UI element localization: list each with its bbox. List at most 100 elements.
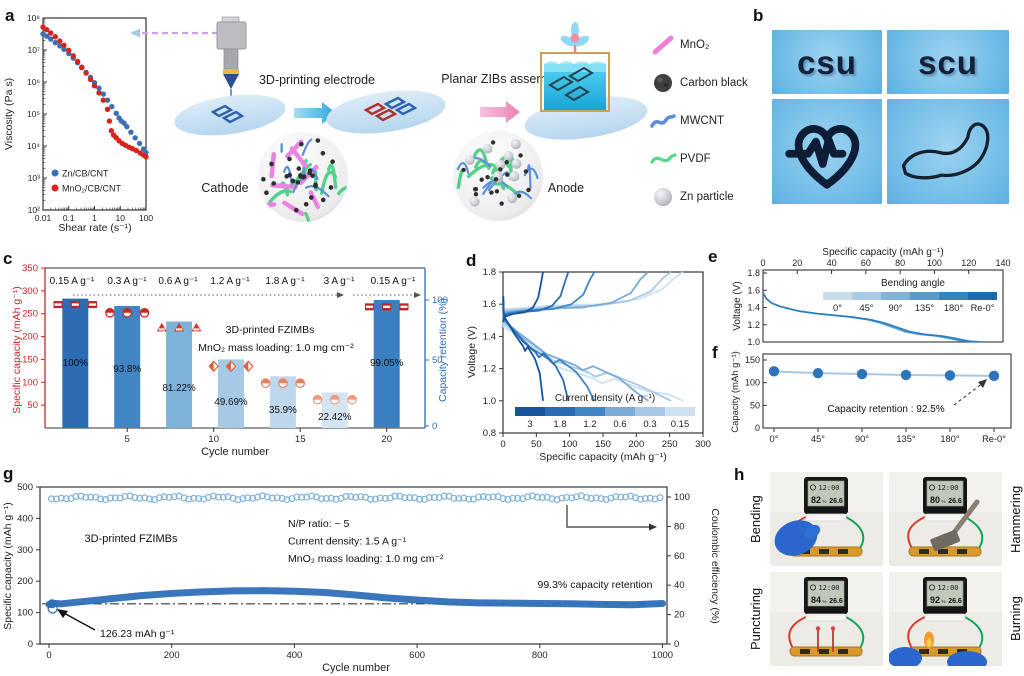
svg-text:Capacity retention : 92.5%: Capacity retention : 92.5% bbox=[827, 404, 944, 415]
anode-network bbox=[456, 139, 539, 207]
svg-text:80: 80 bbox=[674, 521, 685, 532]
pvdf-curve-icon bbox=[650, 153, 677, 164]
cathode-network bbox=[258, 138, 348, 222]
svg-text:135°: 135° bbox=[915, 303, 935, 313]
svg-text:126.23 mAh g⁻¹: 126.23 mAh g⁻¹ bbox=[100, 628, 175, 640]
svg-text:10³: 10³ bbox=[28, 173, 40, 183]
profile-0.15 bbox=[502, 271, 684, 402]
zib-cell-assembly bbox=[524, 22, 648, 140]
abuse-test-grid: 12:00 82% 26.6 12:00 80% 26.6 12:00 84% 26.6 1… bbox=[770, 472, 1006, 666]
svg-text:84: 84 bbox=[811, 595, 821, 605]
svg-text:50: 50 bbox=[531, 439, 542, 450]
profile-3 bbox=[502, 271, 544, 401]
printed-substrate-2 bbox=[326, 90, 446, 134]
svg-text:3D-printed FZIMBs: 3D-printed FZIMBs bbox=[85, 533, 178, 545]
legend-label: MWCNT bbox=[680, 115, 725, 127]
photo-burning: 12:00 92% 26.6 bbox=[889, 572, 1002, 666]
svg-text:Capacity (mAh g⁻¹): Capacity (mAh g⁻¹) bbox=[730, 351, 741, 433]
svg-text:140: 140 bbox=[995, 258, 1010, 268]
svg-text:1.6: 1.6 bbox=[747, 285, 760, 295]
svg-text:400: 400 bbox=[286, 650, 302, 661]
carbon-black-sphere-icon bbox=[654, 74, 672, 92]
svg-text:60: 60 bbox=[861, 258, 871, 268]
svg-text:10⁵: 10⁵ bbox=[27, 109, 40, 119]
svg-text:100: 100 bbox=[139, 213, 153, 223]
svg-text:10²: 10² bbox=[28, 205, 40, 215]
thermo-hygrometer: 12:00 84% 26.6 bbox=[804, 577, 848, 622]
svg-text:1.4: 1.4 bbox=[747, 303, 760, 313]
svg-text:1.2: 1.2 bbox=[483, 364, 496, 375]
panel-a-letter: a bbox=[5, 6, 15, 25]
profile-0.6 bbox=[502, 271, 649, 402]
cycling-stability-chart: 0 200 400 600 800 100001002003004005000204060… bbox=[2, 482, 721, 674]
svg-text:150: 150 bbox=[745, 355, 760, 365]
legend-label: Zn particle bbox=[680, 191, 734, 203]
printed-patterns-grid: csu scu bbox=[772, 30, 1012, 205]
svg-text:12:00: 12:00 bbox=[818, 484, 839, 492]
svg-text:99.3% capacity retention: 99.3% capacity retention bbox=[538, 579, 653, 591]
pattern-photo-heart bbox=[772, 99, 882, 204]
svg-text:MnO₂/CB/CNT: MnO₂/CB/CNT bbox=[62, 184, 121, 194]
svg-text:Current density: 1.5 A g⁻¹: Current density: 1.5 A g⁻¹ bbox=[288, 536, 407, 548]
profile-0.3 bbox=[502, 271, 672, 402]
svg-text:Current density (A g⁻¹): Current density (A g⁻¹) bbox=[555, 393, 655, 404]
svg-text:22.42%: 22.42% bbox=[318, 412, 352, 423]
legend-item-pvdf: PVDF bbox=[648, 140, 780, 178]
step-arrow-pink bbox=[480, 101, 520, 123]
svg-text:10: 10 bbox=[208, 434, 219, 445]
svg-text:100: 100 bbox=[927, 258, 942, 268]
svg-text:45°: 45° bbox=[859, 303, 873, 313]
svg-text:80: 80 bbox=[930, 495, 940, 505]
arm-icon bbox=[901, 121, 990, 179]
svg-text:150: 150 bbox=[595, 439, 611, 450]
panel-h-letter: h bbox=[734, 465, 745, 484]
svg-text:1.2: 1.2 bbox=[583, 419, 596, 430]
svg-text:1.6: 1.6 bbox=[483, 299, 496, 310]
svg-text:82: 82 bbox=[811, 495, 821, 505]
coulombic-efficiency-series bbox=[47, 492, 664, 504]
svg-text:300: 300 bbox=[17, 545, 33, 556]
svg-text:180°: 180° bbox=[940, 434, 960, 444]
svg-text:MnO₂ mass loading: 1.0 mg cm⁻²: MnO₂ mass loading: 1.0 mg cm⁻² bbox=[198, 342, 354, 354]
svg-text:50: 50 bbox=[432, 355, 443, 366]
svg-text:12:00: 12:00 bbox=[937, 484, 958, 492]
svg-text:50: 50 bbox=[27, 400, 38, 411]
burning-label: Burning bbox=[1008, 596, 1023, 642]
scu-print: scu bbox=[918, 43, 978, 81]
pattern-photo-arm bbox=[887, 99, 1009, 204]
svg-text:92: 92 bbox=[930, 595, 940, 605]
svg-text:200: 200 bbox=[164, 650, 180, 661]
svg-text:26.6: 26.6 bbox=[948, 598, 962, 605]
svg-text:%: % bbox=[823, 499, 827, 504]
svg-text:0: 0 bbox=[760, 258, 765, 268]
svg-text:0.8: 0.8 bbox=[483, 428, 496, 439]
thermo-hygrometer: 12:00 80% 26.6 bbox=[923, 477, 967, 522]
capacity-series bbox=[45, 587, 666, 614]
svg-text:120: 120 bbox=[961, 258, 976, 268]
svg-text:150: 150 bbox=[22, 354, 38, 365]
legend: Zn/CB/CNT MnO₂/CB/CNT bbox=[51, 169, 121, 194]
svg-text:250: 250 bbox=[662, 439, 678, 450]
pattern-photo-csu: csu bbox=[772, 30, 882, 94]
svg-text:1.4: 1.4 bbox=[483, 331, 496, 342]
svg-text:200: 200 bbox=[22, 332, 38, 343]
svg-text:800: 800 bbox=[532, 650, 548, 661]
svg-text:350: 350 bbox=[22, 263, 38, 274]
svg-text:10⁴: 10⁴ bbox=[27, 141, 40, 151]
svg-text:500: 500 bbox=[17, 482, 33, 493]
svg-text:Cycle number: Cycle number bbox=[322, 662, 390, 674]
svg-text:1.2: 1.2 bbox=[747, 320, 760, 330]
svg-text:1.0: 1.0 bbox=[747, 337, 760, 347]
svg-text:0.6: 0.6 bbox=[613, 419, 626, 430]
series-MnO₂/CB/CNT bbox=[40, 24, 149, 160]
thermo-hygrometer: 12:00 82% 26.6 bbox=[804, 477, 848, 522]
svg-text:Specific capacity (mAh g⁻¹): Specific capacity (mAh g⁻¹) bbox=[11, 286, 23, 414]
svg-text:0: 0 bbox=[46, 650, 51, 661]
svg-text:100: 100 bbox=[745, 378, 760, 388]
panel-c-letter: c bbox=[3, 249, 13, 268]
svg-text:0: 0 bbox=[674, 639, 679, 650]
panel-e-letter: e bbox=[708, 247, 718, 266]
svg-text:40: 40 bbox=[827, 258, 837, 268]
panel-f-letter: f bbox=[712, 343, 718, 362]
svg-text:1.8: 1.8 bbox=[483, 267, 496, 278]
